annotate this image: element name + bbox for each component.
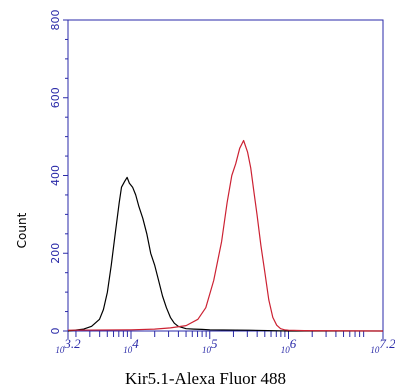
- series-layer: [67, 139, 384, 332]
- y-axis: 0 200 400 600 800: [49, 10, 68, 335]
- y-tick-label: 200: [49, 243, 62, 264]
- x-axis-label: Kir5.1-Alexa Fluor 488: [125, 369, 286, 388]
- x-tick-label: 103.2: [55, 336, 81, 355]
- x-tick-label: 106: [281, 336, 297, 355]
- series-line-1: [67, 176, 383, 332]
- y-tick-label: 400: [49, 165, 62, 186]
- y-tick-label: 600: [49, 87, 62, 108]
- y-tick-label: 800: [49, 10, 62, 31]
- x-axis: 103.2 104 105 106 107.2: [55, 331, 395, 355]
- series-line-2: [67, 139, 384, 332]
- y-axis-label: Count: [15, 212, 29, 248]
- x-tick-label: 104: [123, 336, 139, 355]
- plot-frame: [67, 19, 384, 332]
- y-tick-label: 0: [49, 328, 62, 335]
- x-tick-label: 107.2: [370, 336, 395, 355]
- x-tick-label: 105: [202, 336, 218, 355]
